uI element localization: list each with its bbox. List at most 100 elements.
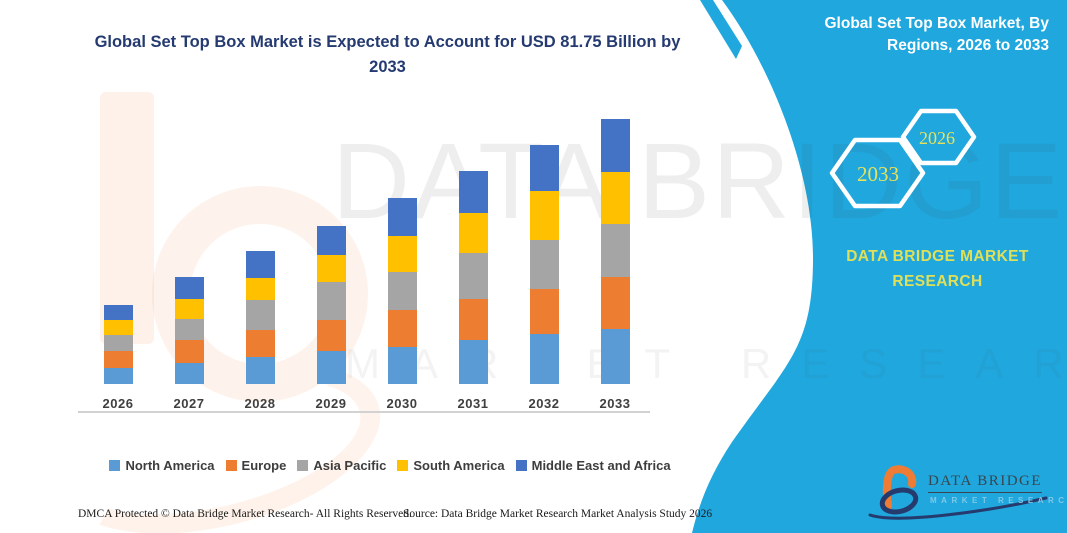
bar-segment-europe <box>174 339 204 363</box>
bar-column-2030: 2030 <box>374 198 430 411</box>
legend-item-middle-east-and-africa: Middle East and Africa <box>515 458 671 473</box>
bar-segment-middle-east-and-africa <box>529 145 559 192</box>
bar-segment-asia-pacific <box>316 281 346 320</box>
bar-segment-middle-east-and-africa <box>245 251 275 279</box>
source-text: Source: Data Bridge Market Research Mark… <box>403 508 713 520</box>
data-bridge-logo-mark <box>868 465 1048 520</box>
bar-segment-asia-pacific <box>174 318 204 340</box>
bar-segment-middle-east-and-africa <box>316 225 346 256</box>
bar-segment-middle-east-and-africa <box>600 119 630 173</box>
x-axis-label: 2032 <box>528 396 560 411</box>
legend-swatch <box>225 460 237 471</box>
bar-segment-south-america <box>103 320 133 336</box>
bar-segment-asia-pacific <box>600 223 630 278</box>
legend-item-asia-pacific: Asia Pacific <box>297 458 386 473</box>
bar-segment-asia-pacific <box>103 335 133 351</box>
page-title: Global Set Top Box Market is Expected to… <box>94 33 681 76</box>
bar-segment-asia-pacific <box>387 272 417 310</box>
bar-column-2026: 2026 <box>90 304 146 411</box>
brand-text: DATA BRIDGE MARKET RESEARCH <box>846 248 1029 290</box>
bar-segment-europe <box>529 288 559 334</box>
bar-stack <box>316 225 346 384</box>
legend-label: South America <box>413 458 505 473</box>
bar-segment-middle-east-and-africa <box>103 304 133 321</box>
legend-label: Middle East and Africa <box>531 458 671 473</box>
legend-item-europe: Europe <box>225 458 287 473</box>
bar-segment-europe <box>316 319 346 351</box>
legend-swatch <box>297 460 309 471</box>
legend-swatch <box>109 460 121 471</box>
bar-segment-south-america <box>174 299 204 319</box>
bar-stack <box>458 171 488 384</box>
bar-segment-asia-pacific <box>245 300 275 330</box>
legend-label: North America <box>125 458 215 473</box>
bar-segment-middle-east-and-africa <box>174 276 204 300</box>
legend-item-north-america: North America <box>109 458 215 473</box>
legend-label: Europe <box>241 458 287 473</box>
bar-column-2031: 2031 <box>445 171 501 411</box>
legend-item-south-america: South America <box>397 458 505 473</box>
bar-segment-north-america <box>316 350 346 384</box>
bar-column-2033: 2033 <box>587 119 643 411</box>
x-axis-label: 2033 <box>599 396 631 411</box>
bar-segment-north-america <box>103 367 133 384</box>
legend-swatch <box>397 460 409 471</box>
panel-edge-sliver <box>700 0 742 59</box>
bar-segment-north-america <box>245 357 275 384</box>
bar-segment-europe <box>458 299 488 340</box>
bar-stack <box>174 276 204 384</box>
bar-segment-south-america <box>600 172 630 224</box>
hexagon-2026-label: 2026 <box>919 128 955 148</box>
bar-segment-europe <box>245 329 275 358</box>
stacked-bar-chart: 2026 2027 2028 2029 2030 2031 2032 2033 <box>90 119 643 411</box>
bar-segment-north-america <box>600 329 630 384</box>
bar-column-2028: 2028 <box>232 251 288 411</box>
bar-segment-south-america <box>458 213 488 254</box>
bar-segment-north-america <box>387 347 417 384</box>
x-axis-label: 2026 <box>102 396 134 411</box>
data-bridge-logo: DATA BRIDGE MARKET RESEARCH <box>866 460 1067 522</box>
bar-segment-south-america <box>316 255 346 282</box>
legend-label: Asia Pacific <box>313 458 387 473</box>
bar-stack <box>600 119 630 384</box>
x-axis-label: 2029 <box>315 396 347 411</box>
bar-segment-europe <box>103 350 133 368</box>
logo-title: DATA BRIDGE <box>928 473 1043 493</box>
bar-segment-south-america <box>387 235 417 273</box>
chart-legend: North America Europe Asia Pacific South Ame… <box>60 458 720 473</box>
bar-column-2029: 2029 <box>303 225 359 411</box>
hexagon-2033 <box>829 137 926 209</box>
bar-segment-europe <box>387 309 417 347</box>
bar-segment-north-america <box>529 333 559 384</box>
bar-column-2027: 2027 <box>161 276 217 411</box>
x-axis-line <box>78 411 650 413</box>
hexagon-2033-label: 2033 <box>857 162 899 186</box>
x-axis-label: 2031 <box>457 396 489 411</box>
bar-segment-north-america <box>174 362 204 384</box>
bar-stack <box>529 145 559 384</box>
bar-segment-asia-pacific <box>458 253 488 300</box>
copyright-text: DMCA Protected © Data Bridge Market Rese… <box>78 508 412 520</box>
legend-swatch <box>515 460 527 471</box>
bar-segment-europe <box>600 277 630 330</box>
logo-subtitle: MARKET RESEARCH <box>930 496 1067 505</box>
bar-stack <box>245 251 275 384</box>
bar-segment-north-america <box>458 339 488 384</box>
side-panel-title: Global Set Top Box Market, By Regions, 2… <box>824 15 1049 54</box>
bars-area: 2026 2027 2028 2029 2030 2031 2032 2033 <box>90 119 643 411</box>
bar-segment-middle-east-and-africa <box>387 198 417 236</box>
bar-stack <box>387 198 417 384</box>
bar-segment-south-america <box>529 191 559 241</box>
bar-segment-south-america <box>245 278 275 301</box>
bar-segment-middle-east-and-africa <box>458 171 488 214</box>
x-axis-label: 2030 <box>386 396 418 411</box>
x-axis-label: 2027 <box>173 396 205 411</box>
x-axis-label: 2028 <box>244 396 276 411</box>
bar-stack <box>103 304 133 384</box>
forecast-years-hexagons: 2033 2026 <box>829 108 977 209</box>
hexagon-2026 <box>900 108 977 166</box>
peach-logo-watermark-bar <box>100 92 154 344</box>
bar-segment-asia-pacific <box>529 240 559 289</box>
bar-column-2032: 2032 <box>516 145 572 411</box>
